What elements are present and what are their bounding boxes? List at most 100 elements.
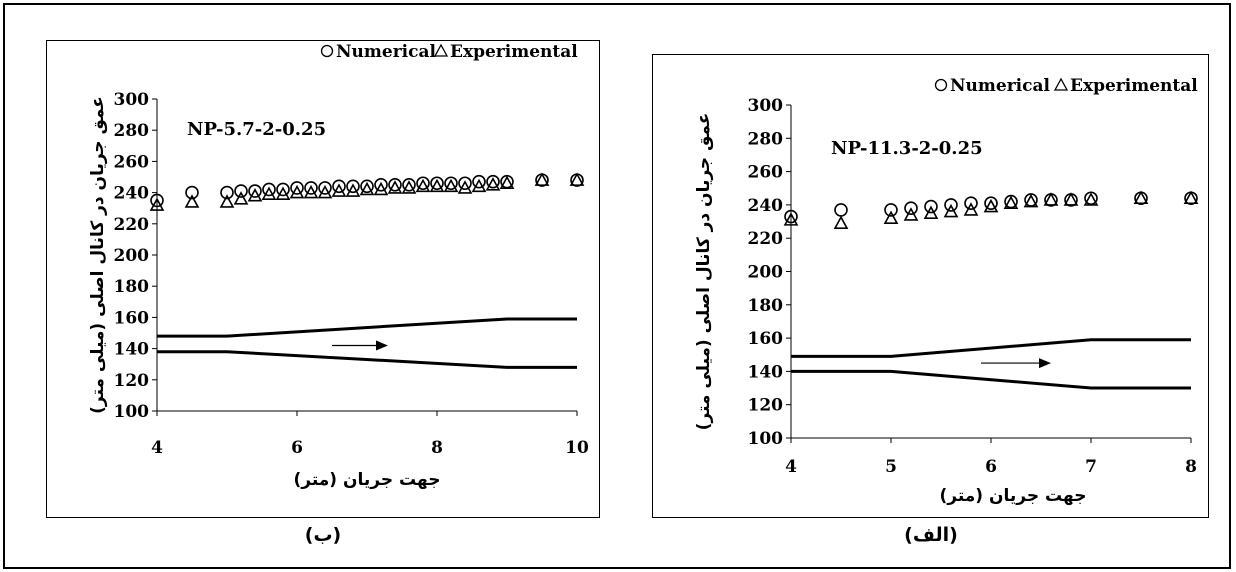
experimental-point-b: [275, 186, 291, 200]
experimental-point-b: [359, 181, 375, 196]
numerical-point-b: [248, 184, 262, 198]
numerical-point-a: [784, 209, 798, 224]
experimental-point-b: [471, 178, 487, 193]
experimental-point-b: [373, 181, 389, 196]
experimental-point-a: [1023, 193, 1039, 208]
chart-b-svg: 100 120 140 160 180 200 220 240 260 280 300 4 6 8 10 NP…: [88, 42, 589, 490]
chart-panel-b: 100 120 140 160 180 200 220 240 260 280 300 4 6 8 10 NP…: [46, 40, 600, 518]
panel-label-b: NP-5.7-2-0.25: [187, 119, 326, 140]
x-tick-label-b: 8: [431, 438, 443, 458]
experimental-point-b: [485, 177, 501, 191]
y-tick-label-a: 100: [748, 429, 784, 449]
y-tick-label-a: 280: [748, 129, 784, 149]
experimental-point-b: [184, 194, 200, 208]
experimental-point-b: [443, 178, 459, 193]
legend-triangle-icon: [433, 43, 449, 57]
y-tick-label-a: 220: [748, 229, 784, 249]
y-tick-label-a: 140: [748, 362, 784, 382]
numerical-point-a: [884, 203, 898, 217]
flow-arrow-head-b: [376, 340, 388, 351]
numerical-point-b: [444, 176, 458, 191]
y-axis-label-a: عمق جریان در کانال اصلی (میلی متر): [694, 113, 714, 431]
legend-circle-icon: [934, 78, 948, 92]
channel-line-a: [791, 369, 1191, 390]
y-tick-label-b: 260: [114, 152, 150, 172]
legend-experimental-label: Experimental: [1070, 76, 1198, 96]
experimental-point-a: [923, 205, 939, 220]
experimental-point-b: [429, 178, 445, 193]
channel-line-a: [791, 338, 1191, 358]
numerical-point-a: [834, 203, 848, 217]
experimental-point-a: [983, 198, 999, 213]
x-tick-label-a: 6: [985, 457, 997, 477]
legend-triangle-icon: [1053, 77, 1069, 91]
experimental-point-a: [1043, 192, 1059, 206]
numerical-point-b: [262, 182, 276, 197]
numerical-point-b: [304, 181, 318, 195]
numerical-point-b: [220, 185, 234, 200]
experimental-point-b: [317, 184, 333, 199]
numerical-point-a: [944, 198, 958, 212]
y-tick-label-a: 300: [748, 96, 784, 116]
x-tick-label-a: 4: [785, 457, 797, 477]
x-tick-label-b: 6: [291, 438, 303, 458]
numerical-point-b: [402, 178, 416, 192]
y-tick-label-a: 160: [748, 329, 784, 349]
caption-a: (الف): [904, 524, 958, 546]
x-tick-label-a: 7: [1085, 457, 1097, 477]
numerical-point-b: [290, 181, 304, 195]
legend-experimental-label: Experimental: [450, 42, 578, 62]
numerical-point-b: [472, 174, 486, 189]
x-axis-label-b: جهت جریان (متر): [294, 470, 441, 490]
experimental-point-a: [833, 215, 849, 230]
experimental-point-a: [1063, 192, 1079, 206]
experimental-point-a: [883, 210, 899, 225]
legend-numerical-label: Numerical: [336, 42, 436, 62]
experimental-point-b: [387, 180, 403, 194]
numerical-point-b: [234, 184, 248, 198]
legend-circle-icon: [320, 44, 334, 58]
experimental-point-b: [401, 180, 417, 194]
numerical-point-b: [346, 179, 360, 194]
numerical-point-b: [150, 193, 164, 208]
y-tick-label-b: 220: [114, 215, 150, 235]
experimental-point-a: [903, 207, 919, 221]
numerical-point-a: [964, 196, 978, 211]
numerical-point-b: [374, 178, 388, 192]
panel-label-a: NP-11.3-2-0.25: [831, 138, 983, 159]
experimental-point-b: [331, 183, 347, 197]
y-tick-label-b: 300: [114, 90, 150, 110]
experimental-point-b: [289, 184, 305, 199]
x-axis-label-a: جهت جریان (متر): [940, 486, 1087, 506]
experimental-point-b: [233, 191, 249, 205]
numerical-point-b: [458, 176, 472, 191]
experimental-point-b: [415, 178, 431, 193]
numerical-point-a: [984, 196, 998, 211]
flow-arrow-head-a: [1039, 358, 1051, 369]
numerical-point-b: [416, 176, 430, 191]
y-tick-label-a: 120: [748, 396, 784, 416]
x-tick-label-a: 5: [885, 457, 897, 477]
numerical-point-b: [276, 182, 290, 197]
numerical-point-b: [486, 174, 500, 189]
x-tick-label-b: 10: [565, 438, 589, 458]
y-tick-label-a: 260: [748, 163, 784, 183]
y-tick-label-b: 100: [114, 402, 150, 422]
y-tick-label-b: 120: [114, 371, 150, 391]
x-tick-label-a: 8: [1185, 457, 1197, 477]
experimental-point-b: [569, 172, 585, 186]
numerical-point-b: [318, 181, 332, 195]
experimental-point-a: [963, 202, 979, 216]
experimental-point-b: [247, 188, 263, 202]
experimental-point-a: [1183, 190, 1199, 205]
experimental-point-a: [1083, 192, 1099, 206]
y-tick-label-a: 180: [748, 296, 784, 316]
experimental-point-a: [783, 212, 799, 226]
experimental-point-b: [149, 197, 165, 211]
figure-frame: [3, 3, 1231, 569]
x-tick-label-b: 4: [151, 438, 163, 458]
experimental-point-a: [1133, 190, 1149, 205]
experimental-point-b: [303, 184, 319, 199]
experimental-point-a: [943, 203, 959, 218]
numerical-point-a: [904, 201, 918, 216]
